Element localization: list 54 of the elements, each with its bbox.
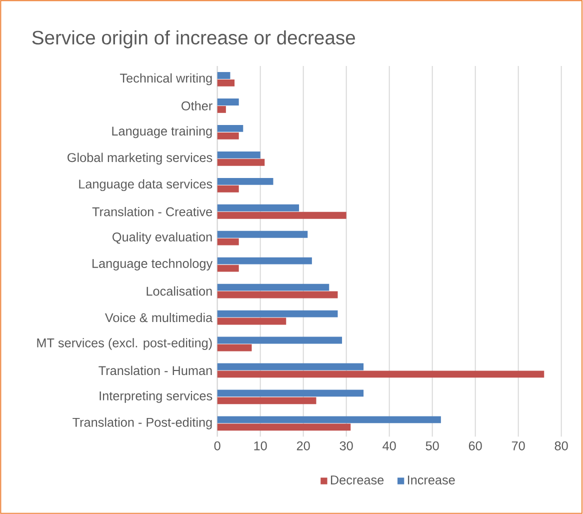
bar bbox=[217, 264, 239, 272]
bar bbox=[217, 336, 342, 344]
bar bbox=[217, 204, 300, 212]
bar bbox=[217, 132, 239, 140]
legend-label: Decrease bbox=[330, 476, 384, 484]
x-tick-label: 50 bbox=[426, 441, 439, 450]
y-tick-label: Translation - Creative bbox=[92, 206, 212, 216]
bar bbox=[217, 310, 338, 318]
y-tick-label: Quality evaluation bbox=[112, 232, 212, 244]
x-tick-label: 80 bbox=[554, 441, 568, 450]
x-tick-label: 0 bbox=[214, 441, 220, 450]
bar bbox=[217, 158, 265, 166]
y-tick-label: Technical writing bbox=[120, 73, 212, 86]
bar bbox=[217, 106, 226, 113]
y-tick-label: Localisation bbox=[146, 286, 212, 296]
x-tick-label: 70 bbox=[512, 441, 525, 450]
bar bbox=[217, 370, 544, 378]
bar bbox=[217, 390, 364, 397]
bar bbox=[217, 257, 312, 264]
bar bbox=[217, 424, 351, 431]
y-tick-label: Language data services bbox=[79, 179, 212, 192]
y-tick-label: Translation - Post-editing bbox=[72, 418, 212, 430]
chart-title: Service origin of increase or decrease bbox=[32, 30, 355, 48]
x-tick-label: 10 bbox=[254, 441, 267, 450]
bar bbox=[217, 72, 230, 79]
y-tick-label: MT services (excl. post-editing) bbox=[37, 338, 212, 350]
x-tick-label: 40 bbox=[382, 441, 396, 450]
bar bbox=[217, 416, 441, 424]
x-tick-label: 30 bbox=[340, 441, 353, 450]
y-tick-label: Translation - Human bbox=[98, 366, 212, 376]
y-tick-label: Interpreting services bbox=[100, 391, 212, 403]
bar bbox=[217, 344, 252, 352]
bar bbox=[217, 178, 274, 185]
bar bbox=[217, 124, 244, 132]
bar bbox=[217, 80, 235, 86]
bar bbox=[217, 151, 260, 158]
y-tick-label: Global marketing services bbox=[68, 152, 212, 165]
y-tick-label: Language technology bbox=[92, 258, 213, 270]
legend-label: Increase bbox=[408, 476, 455, 484]
bar bbox=[217, 291, 338, 298]
y-tick-label: Language training bbox=[112, 126, 212, 138]
bar bbox=[217, 238, 239, 246]
bar bbox=[217, 397, 316, 404]
bar bbox=[217, 98, 239, 106]
bar bbox=[217, 318, 286, 325]
bar bbox=[217, 185, 239, 192]
x-tick-label: 20 bbox=[296, 441, 310, 450]
y-tick-label: Voice & multimedia bbox=[104, 312, 213, 322]
y-tick-label: Other bbox=[182, 101, 212, 110]
bar bbox=[217, 212, 346, 219]
x-tick-label: 60 bbox=[468, 441, 482, 450]
bar bbox=[217, 284, 330, 291]
bar bbox=[217, 230, 308, 238]
bar bbox=[217, 363, 364, 370]
